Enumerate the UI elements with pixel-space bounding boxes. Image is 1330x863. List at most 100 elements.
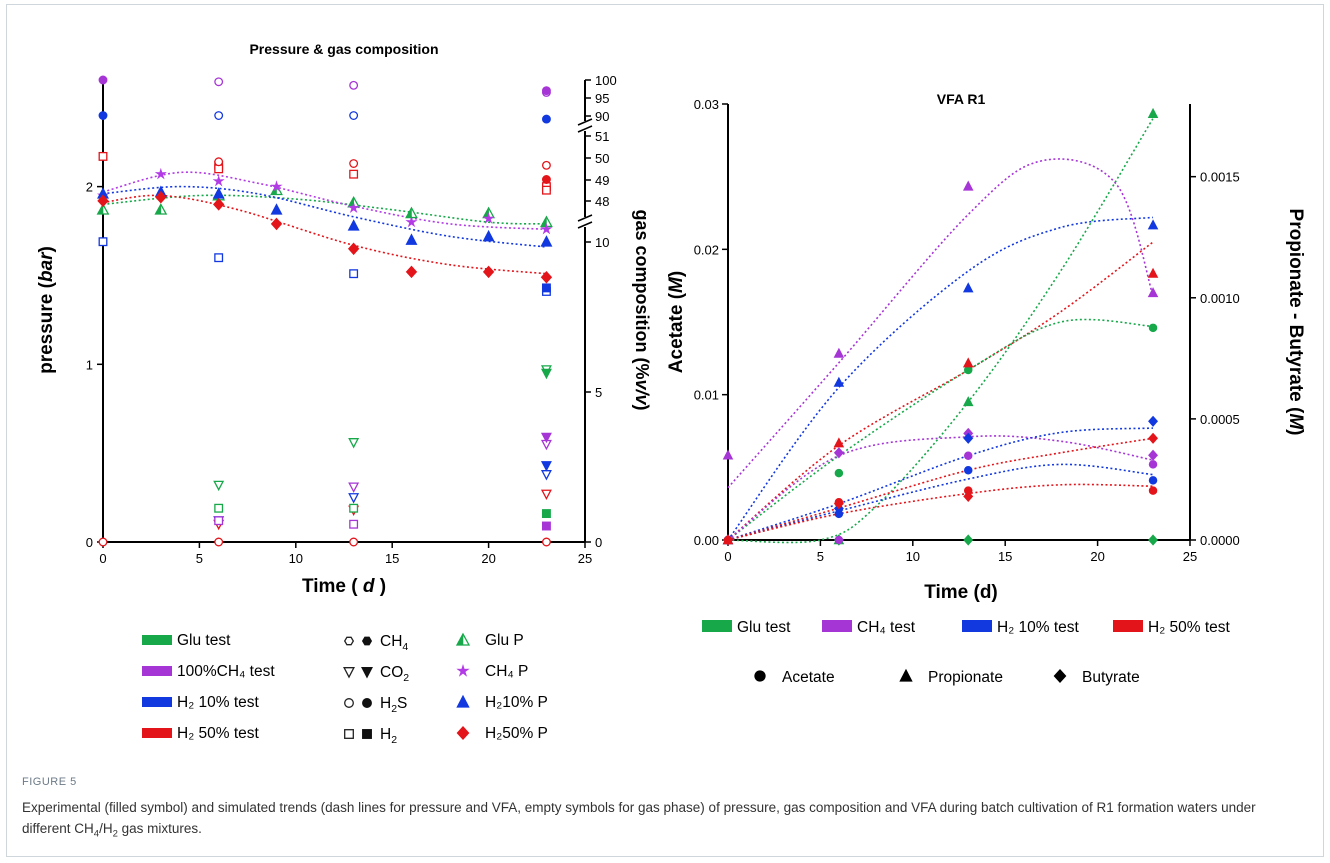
left-y2-tick-label: 48 [595, 194, 609, 209]
legend-subscript: 2 [403, 672, 409, 684]
right-chart-title: VFA R1 [937, 91, 986, 107]
left-pressure-point [97, 194, 109, 208]
right-y-tick-label: 0.03 [694, 97, 719, 112]
right-vfa-point [833, 376, 845, 387]
figure-frame [6, 4, 1324, 857]
left-pressure-point [405, 215, 418, 228]
legend-color-swatch [142, 697, 172, 707]
left-y2-break-mark [577, 118, 593, 126]
legend-label: H₂ 10% test [997, 619, 1080, 636]
right-y2-label-pre: Propionate - Butyrate ( [1285, 209, 1306, 414]
left-pressure-point [270, 180, 283, 192]
right-fit-line [727, 427, 1154, 541]
left-x-tick-label: 0 [99, 551, 106, 566]
right-x-tick-label: 0 [724, 549, 731, 564]
right-vfa-point [962, 180, 974, 191]
left-gas-point [349, 80, 359, 90]
right-x-tick-label: 15 [998, 549, 1012, 564]
left-gas-point [540, 432, 552, 444]
right-vfa-point [834, 535, 844, 545]
right-fit-line [727, 216, 1154, 541]
left-gas-point [349, 537, 359, 547]
right-y-tick-label: 0.00 [694, 533, 719, 548]
left-gas-point [349, 111, 359, 120]
left-gas-point [213, 480, 225, 492]
legend-label: H₂ 10% test [177, 694, 260, 711]
right-vfa-point [1147, 107, 1159, 118]
right-vfa-point [1148, 449, 1159, 461]
right-vfa-point [833, 447, 844, 459]
right-vfa-point [963, 451, 973, 460]
right-fit-line [727, 158, 1154, 489]
right-y-label-post: ) [666, 271, 687, 277]
left-pressure-point [270, 203, 283, 215]
legend-label: Glu test [737, 619, 791, 636]
left-chart: Pressure & gas composition Time ( d ) pr… [36, 41, 652, 597]
left-y-label-post: ) [36, 246, 57, 252]
left-gas-point [214, 253, 224, 263]
left-pressure-point [154, 167, 167, 180]
left-gas-point [541, 114, 551, 124]
legend-label: Glu test [177, 632, 231, 649]
left-gas-point [214, 537, 224, 547]
legend-open-symbol [343, 667, 355, 679]
legend-label: H₂10% P [485, 694, 548, 711]
legend-label: 100%CH₄ test [177, 663, 275, 680]
left-pressure-point [212, 187, 225, 199]
legend-label: Glu P [485, 632, 524, 649]
legend-color-swatch [1113, 620, 1143, 632]
right-y2-tick-label: 0.0015 [1200, 170, 1240, 185]
legend-label: CH₄ P [485, 663, 528, 680]
left-y2-label-italic: v/v [632, 379, 652, 405]
caption-sub-1: 4 [93, 828, 100, 840]
legend-label: CO2 [380, 664, 409, 684]
left-gas-point [541, 175, 551, 184]
left-gas-point [541, 86, 551, 96]
legend-filled-symbol [361, 667, 373, 679]
right-x-tick-label: 5 [817, 549, 824, 564]
left-gas-point [214, 111, 224, 120]
right-x-tick-label: 20 [1090, 549, 1104, 564]
left-pressure-point [212, 174, 225, 187]
right-x-axis-label: Time (d) [924, 582, 998, 603]
left-gas-point [541, 283, 551, 293]
left-y2-break-gap [581, 217, 589, 227]
left-y2-break-mark [577, 125, 593, 133]
right-fit-line [727, 437, 1154, 541]
left-pressure-point [270, 217, 283, 231]
left-gas-point [540, 470, 552, 481]
left-y2-tick-label: 95 [595, 91, 609, 106]
left-x-tick-label: 20 [481, 551, 495, 566]
legend-color-swatch [142, 666, 172, 676]
left-y-label-italic: bar [36, 251, 57, 282]
right-vfa-point [1148, 460, 1158, 469]
legend-label: CH4 [380, 633, 408, 653]
legend-subscript: 4 [402, 641, 408, 653]
left-gas-point [98, 537, 108, 547]
right-y-axis-label: Acetate (M) [666, 271, 687, 373]
legend-label: H₂50% P [485, 725, 548, 742]
right-chart: VFA R1 Time (d) Acetate (M) Propionate -… [666, 91, 1306, 603]
left-gas-point [214, 77, 224, 87]
right-y-tick-label: 0.02 [694, 242, 719, 257]
left-y-tick-label: 1 [86, 357, 93, 372]
right-vfa-point [1148, 486, 1158, 495]
legend-open-symbol [343, 636, 355, 646]
legend-open-symbol [344, 729, 354, 739]
legend-vfa-symbol [1053, 669, 1067, 683]
left-y2-break-mark [577, 221, 593, 229]
left-pressure-point [482, 265, 495, 279]
left-x-tick-label: 25 [578, 551, 592, 566]
left-pressure-point-fill [540, 216, 547, 227]
left-x-label-post: ) [374, 576, 386, 597]
caption-part-3: gas mixtures. [117, 821, 202, 836]
right-y2-tick-label: 0.0005 [1200, 412, 1240, 427]
right-fit-line [727, 435, 1154, 541]
legend-label: Butyrate [1082, 669, 1140, 686]
legend-label: Acetate [782, 669, 835, 686]
left-gas-point [98, 237, 108, 247]
left-pressure-point [347, 201, 360, 214]
right-vfa-point [962, 396, 974, 407]
right-vfa-point [1148, 415, 1159, 427]
left-y-label-pre: pressure ( [36, 281, 57, 374]
